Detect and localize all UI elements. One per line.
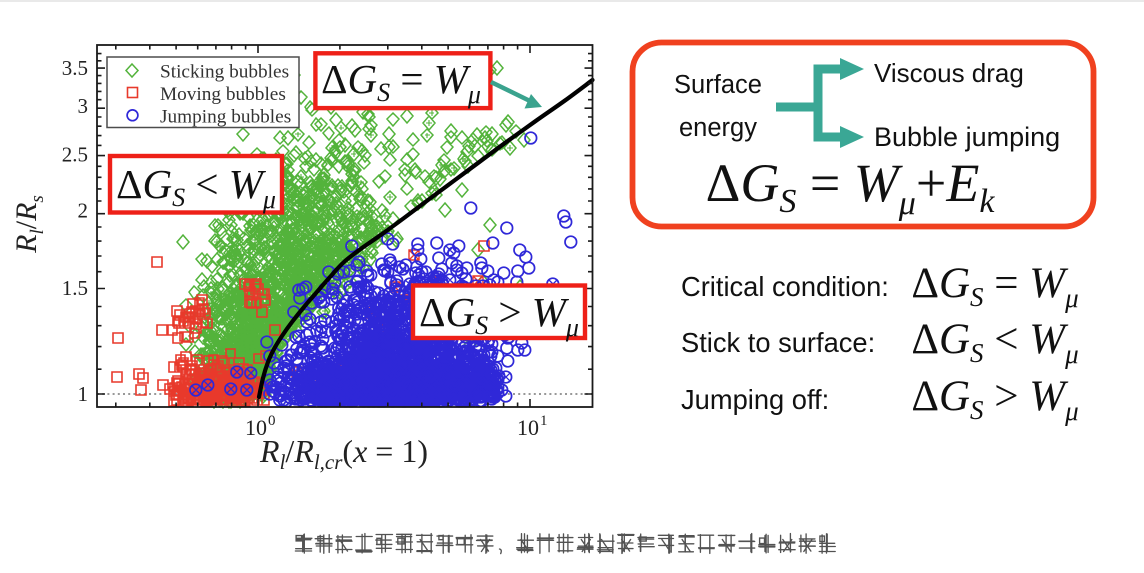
svg-text:1: 1 <box>540 413 548 429</box>
svg-text:Surface: Surface <box>674 71 762 99</box>
svg-text:Stick to surface:: Stick to surface: <box>681 327 875 358</box>
svg-text:Bubble jumping: Bubble jumping <box>874 122 1060 152</box>
svg-text:Jumping bubbles: Jumping bubbles <box>160 107 291 128</box>
svg-text:10: 10 <box>517 415 539 440</box>
svg-text:Moving bubbles: Moving bubbles <box>160 84 286 105</box>
svg-text:Viscous drag: Viscous drag <box>874 58 1024 88</box>
svg-text:1: 1 <box>78 382 89 406</box>
svg-text:ΔGS > Wμ: ΔGS > Wμ <box>419 289 579 342</box>
svg-text:0: 0 <box>268 413 276 429</box>
svg-text:energy: energy <box>679 114 757 142</box>
svg-text:3.5: 3.5 <box>62 56 88 80</box>
svg-text:ΔGS < Wμ: ΔGS < Wμ <box>911 316 1078 369</box>
svg-text:2: 2 <box>78 199 89 223</box>
svg-text:Rl/Rs: Rl/Rs <box>10 195 48 254</box>
svg-text:Rl/Rl,cr(x = 1): Rl/Rl,cr(x = 1) <box>259 433 428 474</box>
svg-text:10: 10 <box>245 415 267 440</box>
svg-text:2.5: 2.5 <box>62 143 88 167</box>
svg-text:Sticking bubbles: Sticking bubbles <box>160 62 289 83</box>
svg-text:ΔGS = Wμ: ΔGS = Wμ <box>321 56 481 109</box>
svg-text:Critical condition:: Critical condition: <box>681 271 889 302</box>
svg-text:ΔGS < Wμ: ΔGS < Wμ <box>116 161 276 214</box>
svg-text:ΔGS = Wμ: ΔGS = Wμ <box>911 260 1078 313</box>
svg-text:1.5: 1.5 <box>62 276 88 300</box>
svg-text:Jumping off:: Jumping off: <box>681 384 829 415</box>
svg-text:3: 3 <box>78 94 89 118</box>
svg-text:ΔGS = Wμ+Ek: ΔGS = Wμ+Ek <box>706 153 996 222</box>
svg-text:ΔGS > Wμ: ΔGS > Wμ <box>911 373 1078 426</box>
